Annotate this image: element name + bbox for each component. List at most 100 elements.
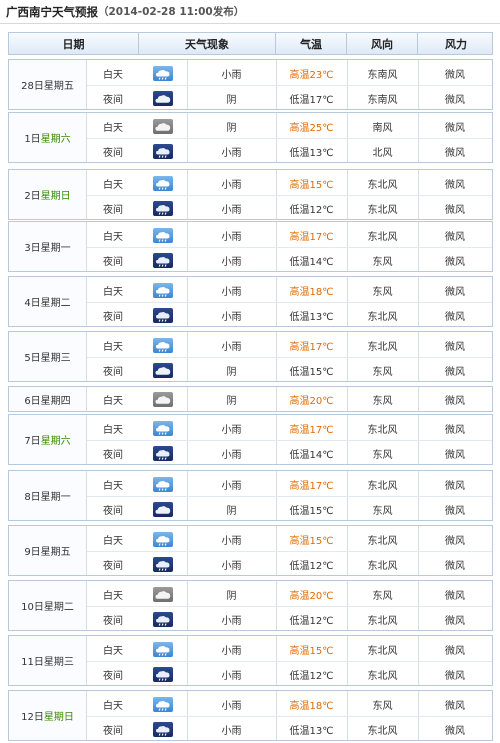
header-weather: 天气现象: [139, 33, 276, 54]
header-date: 日期: [9, 33, 139, 54]
weather-desc: 小雨: [221, 615, 242, 627]
column-divider: [347, 387, 348, 411]
date-cell: 12日 星期日: [9, 691, 87, 740]
column-divider: [187, 691, 188, 740]
high-temp: 高温18℃: [289, 286, 334, 298]
row-divider: [87, 138, 492, 139]
column-divider: [276, 691, 277, 740]
rain-day-icon: [153, 696, 173, 712]
forecast-row: 夜间 小雨 低温13℃ 东北风 微风: [9, 717, 492, 741]
rain-night-icon: [153, 666, 173, 682]
forecast-row: 夜间 小雨 低温12℃ 东北风 微风: [9, 607, 492, 631]
high-temp: 高温17℃: [289, 424, 334, 436]
day-block: 8日星期一 白天 小雨 高温17℃ 东北风 微风 夜间阴低温15℃ 东风 微风: [8, 470, 493, 521]
column-divider: [187, 581, 188, 630]
forecast-row: 白天 阴 高温25℃ 南风 微风: [9, 114, 492, 138]
column-divider: [347, 170, 348, 219]
wind-force: 微风: [445, 94, 465, 106]
day-block: 12日 星期日 白天 小雨 高温18℃ 东风 微风 夜间 小雨 低温13℃ 东北风 微风: [8, 690, 493, 741]
weather-desc: 阴: [226, 590, 237, 602]
column-divider: [187, 636, 188, 685]
wind-force: 微风: [445, 670, 465, 682]
wind-direction: 东北风: [367, 725, 398, 737]
weather-icon-cell: [139, 607, 187, 631]
title-bar: 广西南宁天气预报 （2014-02-28 11:00发布）: [0, 0, 500, 24]
column-divider: [347, 691, 348, 740]
day-block: 6日星期四 白天 阴 高温20℃ 东风 微风: [8, 386, 493, 412]
column-divider: [418, 526, 419, 575]
wind-force: 微风: [445, 69, 465, 81]
column-divider: [418, 581, 419, 630]
wind-direction: 东风: [372, 700, 393, 712]
date-label: 1日: [24, 134, 41, 145]
row-divider: [87, 551, 492, 552]
wind-force: 微风: [445, 147, 465, 159]
rain-day-icon: [153, 420, 173, 436]
wind-force: 微风: [445, 590, 465, 602]
date-label: 2日: [24, 191, 41, 202]
weather-desc: 小雨: [221, 725, 242, 737]
weather-icon-cell: [139, 86, 187, 110]
weather-desc: 小雨: [221, 341, 242, 353]
weather-desc: 小雨: [221, 480, 242, 492]
column-divider: [187, 277, 188, 326]
period-label: 夜间: [103, 615, 123, 627]
rain-night-icon: [153, 721, 173, 737]
column-divider: [276, 471, 277, 520]
rain-day-icon: [153, 476, 173, 492]
forecast-row: 白天 小雨 高温18℃ 东风 微风: [9, 278, 492, 302]
forecast-row: 白天 阴 高温20℃ 东风 微风: [9, 388, 492, 412]
weather-icon-cell: [139, 552, 187, 576]
weather-icon-cell: [139, 662, 187, 686]
wind-direction: 东风: [372, 286, 393, 298]
low-temp: 低温15℃: [289, 505, 334, 517]
column-divider: [347, 636, 348, 685]
rain-night-icon: [153, 445, 173, 461]
forecast-row: 白天 阴 高温20℃ 东风 微风: [9, 582, 492, 606]
wind-force: 微风: [445, 179, 465, 191]
weather-icon-cell: [139, 171, 187, 195]
date-cell: 7日 星期六: [9, 415, 87, 464]
low-temp: 低温15℃: [289, 366, 334, 378]
cloud-night-icon: [153, 501, 173, 517]
forecast-row: 夜间 小雨 低温12℃ 东北风 微风: [9, 662, 492, 686]
period-label: 夜间: [103, 725, 123, 737]
date-cell: 10日星期二: [9, 581, 87, 630]
forecast-row: 白天 小雨 高温23℃ 东南风 微风: [9, 61, 492, 85]
period-label: 夜间: [103, 670, 123, 682]
high-temp: 高温17℃: [289, 231, 334, 243]
period-label: 夜间: [103, 147, 123, 159]
header-temp: 气温: [276, 33, 347, 54]
weather-icon-cell: [139, 114, 187, 138]
publish-time: （2014-02-28 11:00发布）: [98, 6, 245, 18]
table-header: 日期 天气现象 气温 风向 风力: [8, 32, 493, 55]
high-temp: 高温25℃: [289, 122, 334, 134]
page-title: 广西南宁天气预报: [6, 4, 98, 19]
column-divider: [347, 581, 348, 630]
wind-direction: 东北风: [367, 615, 398, 627]
rain-day-icon: [153, 531, 173, 547]
weather-desc: 阴: [226, 366, 237, 378]
column-divider: [418, 332, 419, 381]
wind-force: 微风: [445, 286, 465, 298]
wind-force: 微风: [445, 341, 465, 353]
header-wind-dir: 风向: [347, 33, 418, 54]
low-temp: 低温14℃: [289, 449, 334, 461]
wind-force: 微风: [445, 231, 465, 243]
date-label: 7日: [24, 436, 41, 447]
date-cell: 5日星期三: [9, 332, 87, 381]
weather-desc: 小雨: [221, 231, 242, 243]
column-divider: [418, 387, 419, 411]
wind-force: 微风: [445, 480, 465, 492]
column-divider: [418, 60, 419, 109]
cloud-night-icon: [153, 362, 173, 378]
column-divider: [187, 332, 188, 381]
wind-force: 微风: [445, 725, 465, 737]
weather-icon-cell: [139, 278, 187, 302]
day-block: 3日星期一 白天 小雨 高温17℃ 东北风 微风 夜间 小雨 低温14℃ 东风 微风: [8, 221, 493, 272]
weather-icon-cell: [139, 223, 187, 247]
column-divider: [418, 277, 419, 326]
rain-day-icon: [153, 641, 173, 657]
row-divider: [87, 716, 492, 717]
forecast-row: 夜间 阴 低温17℃ 东南风 微风: [9, 86, 492, 110]
